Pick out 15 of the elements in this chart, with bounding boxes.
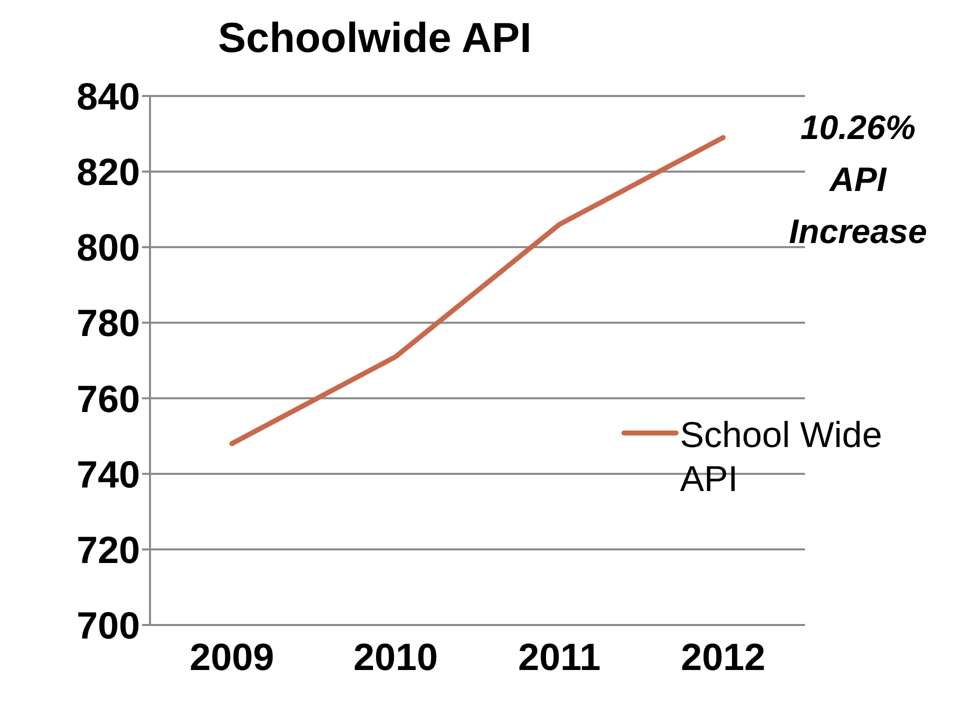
y-tick-label: 740: [76, 454, 140, 496]
y-tick-label: 760: [76, 378, 140, 421]
y-tick-label: 780: [76, 303, 140, 346]
annotation: 10.26% API Increase: [788, 108, 928, 253]
x-tick-label: 2009: [190, 636, 274, 679]
x-tick-label: 2012: [680, 636, 766, 679]
x-tick-label: 2011: [518, 636, 601, 679]
x-tick-label: 2010: [353, 636, 438, 679]
y-tick-label: 720: [76, 530, 140, 572]
y-tick-label: 800: [76, 228, 140, 270]
y-tick-label: 820: [76, 152, 140, 194]
y-tick-label: 700: [76, 605, 140, 648]
chart-title: Schoolwide API: [218, 14, 532, 62]
legend-label: School Wide API: [680, 413, 884, 501]
y-tick-label: 840: [76, 76, 140, 118]
